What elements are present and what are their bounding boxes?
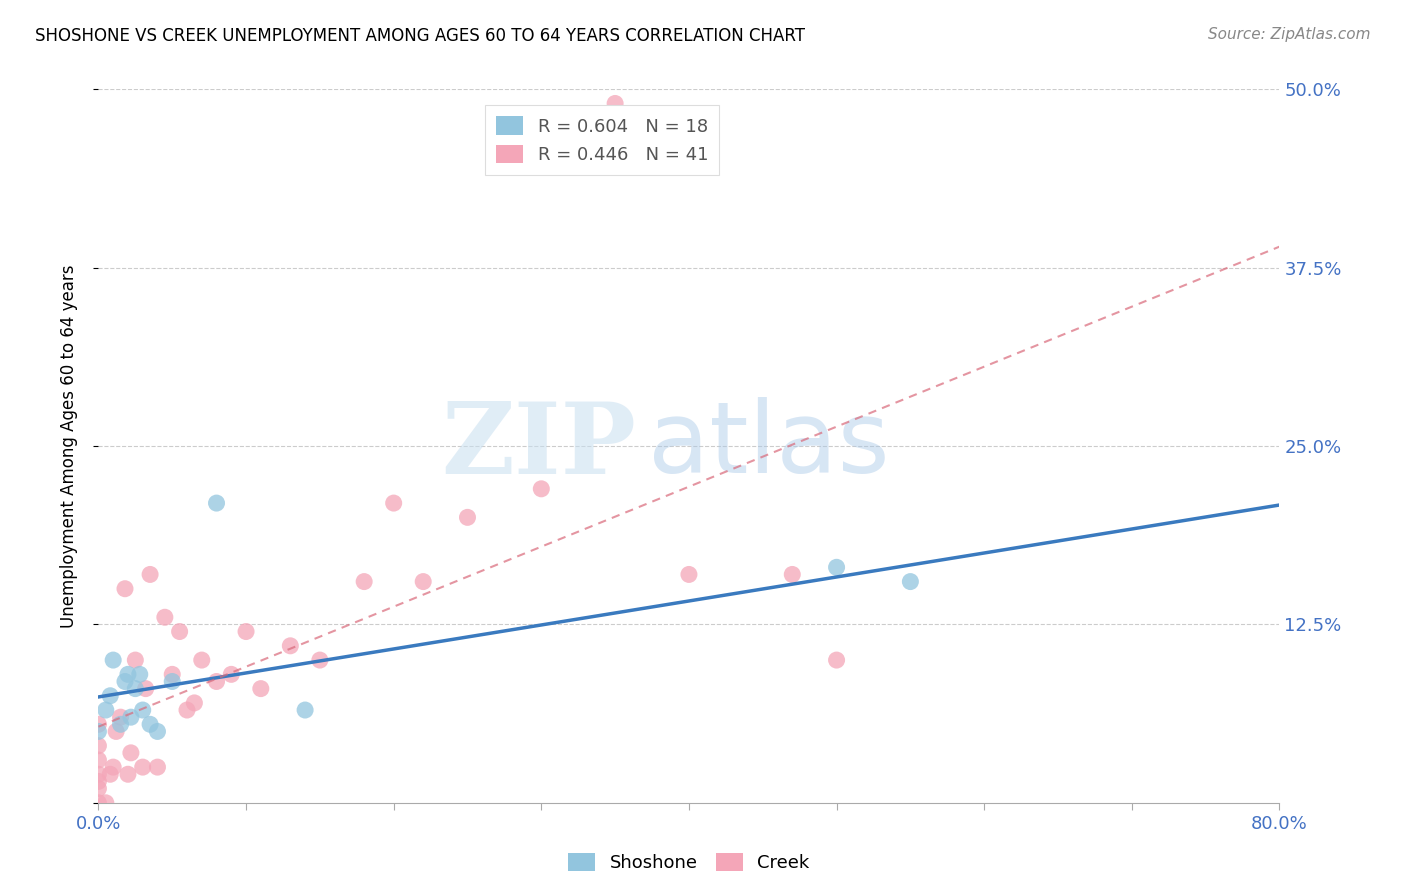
Text: Source: ZipAtlas.com: Source: ZipAtlas.com bbox=[1208, 27, 1371, 42]
Point bbox=[103, 653, 125, 667]
Point bbox=[139, 717, 162, 731]
Point bbox=[87, 781, 110, 796]
Point bbox=[235, 624, 257, 639]
Point bbox=[153, 610, 176, 624]
Point bbox=[87, 717, 110, 731]
Point bbox=[105, 724, 128, 739]
Point bbox=[530, 482, 553, 496]
Point bbox=[120, 746, 142, 760]
Point bbox=[124, 681, 146, 696]
Point bbox=[294, 703, 316, 717]
Point bbox=[382, 496, 405, 510]
Text: SHOSHONE VS CREEK UNEMPLOYMENT AMONG AGES 60 TO 64 YEARS CORRELATION CHART: SHOSHONE VS CREEK UNEMPLOYMENT AMONG AGE… bbox=[35, 27, 806, 45]
Point bbox=[309, 653, 332, 667]
Point bbox=[94, 703, 117, 717]
Point bbox=[98, 767, 121, 781]
Point bbox=[87, 774, 110, 789]
Point bbox=[278, 639, 302, 653]
Point bbox=[205, 496, 228, 510]
Point bbox=[87, 739, 110, 753]
Point bbox=[117, 667, 139, 681]
Point bbox=[128, 667, 150, 681]
Point bbox=[139, 567, 162, 582]
Point bbox=[124, 653, 146, 667]
Point bbox=[169, 624, 191, 639]
Point bbox=[825, 560, 848, 574]
Point bbox=[146, 760, 169, 774]
Text: atlas: atlas bbox=[648, 398, 889, 494]
Point bbox=[132, 760, 155, 774]
Point bbox=[110, 710, 132, 724]
Point bbox=[825, 653, 848, 667]
Point bbox=[191, 653, 214, 667]
Point bbox=[120, 710, 142, 724]
Point bbox=[135, 681, 157, 696]
Point bbox=[98, 689, 121, 703]
Point bbox=[87, 753, 110, 767]
Point bbox=[146, 724, 169, 739]
Point bbox=[162, 667, 183, 681]
Point bbox=[353, 574, 375, 589]
Point bbox=[605, 96, 627, 111]
Point bbox=[678, 567, 700, 582]
Point bbox=[87, 724, 110, 739]
Point bbox=[176, 703, 198, 717]
Point bbox=[219, 667, 242, 681]
Point bbox=[87, 796, 110, 810]
Y-axis label: Unemployment Among Ages 60 to 64 years: Unemployment Among Ages 60 to 64 years bbox=[59, 264, 77, 628]
Point bbox=[132, 703, 155, 717]
Point bbox=[114, 582, 136, 596]
Point bbox=[103, 760, 125, 774]
Point bbox=[94, 796, 117, 810]
Point bbox=[250, 681, 273, 696]
Point bbox=[117, 767, 139, 781]
Point bbox=[162, 674, 183, 689]
Point bbox=[900, 574, 922, 589]
Point bbox=[782, 567, 804, 582]
Point bbox=[87, 767, 110, 781]
Point bbox=[183, 696, 205, 710]
Point bbox=[114, 674, 136, 689]
Text: ZIP: ZIP bbox=[441, 398, 636, 494]
Point bbox=[205, 674, 228, 689]
Legend: Shoshone, Creek: Shoshone, Creek bbox=[561, 846, 817, 880]
Point bbox=[456, 510, 478, 524]
Point bbox=[412, 574, 434, 589]
Point bbox=[110, 717, 132, 731]
